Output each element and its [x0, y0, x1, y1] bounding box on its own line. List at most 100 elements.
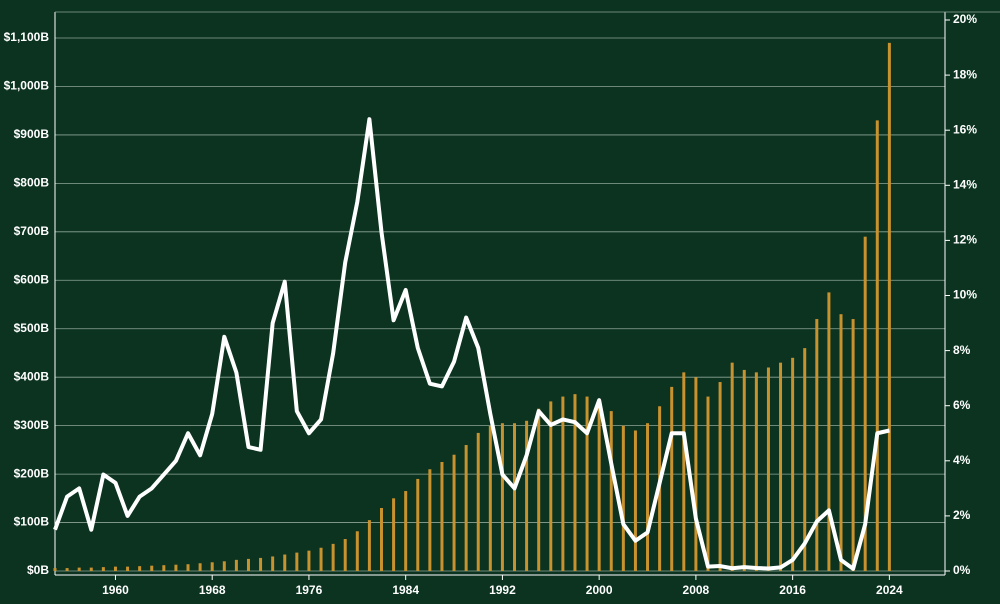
x-tick-label: 1976 [296, 583, 323, 597]
y2-tick-label: 4% [953, 453, 971, 467]
y2-tick-label: 20% [953, 12, 977, 26]
bar [766, 367, 770, 571]
y-tick-label: $400B [14, 369, 50, 383]
x-tick-label: 2016 [779, 583, 806, 597]
y2-tick-label: 14% [953, 177, 977, 191]
bar [815, 319, 819, 571]
bar [633, 430, 637, 571]
bar [162, 565, 166, 571]
bar [198, 563, 202, 571]
x-tick-label: 2000 [586, 583, 613, 597]
bar [367, 520, 371, 571]
bar [585, 396, 589, 571]
bar [706, 396, 710, 571]
bar [174, 564, 178, 571]
y-tick-label: $200B [14, 466, 50, 480]
bar [319, 547, 323, 571]
bar [670, 386, 674, 571]
x-tick-label: 1992 [489, 583, 516, 597]
y-tick-label: $1,000B [4, 79, 50, 93]
bar [126, 566, 130, 571]
bar [827, 292, 831, 571]
bar [101, 567, 105, 571]
bar [537, 408, 541, 571]
bar [283, 554, 287, 571]
bar [150, 565, 154, 571]
bar [464, 445, 468, 571]
bar [77, 567, 81, 571]
line [53, 117, 890, 571]
y2-tick-label: 12% [953, 233, 977, 247]
bar [500, 423, 504, 571]
bar [476, 432, 480, 571]
bar [803, 348, 807, 571]
bar [488, 425, 492, 571]
x-tick-label: 2024 [876, 583, 903, 597]
bar [392, 498, 396, 571]
bar [210, 562, 214, 571]
bar [730, 362, 734, 571]
bar [779, 362, 783, 571]
bar [440, 461, 444, 571]
y2-tick-label: 8% [953, 343, 971, 357]
y-tick-label: $800B [14, 176, 50, 190]
bar [65, 568, 69, 571]
bar [331, 543, 335, 571]
bar [597, 398, 601, 571]
x-tick-label: 1968 [199, 583, 226, 597]
bar [513, 423, 517, 571]
bar [138, 566, 142, 571]
x-tick-label: 2008 [683, 583, 710, 597]
bar [525, 420, 529, 571]
bar [694, 377, 698, 571]
bar [839, 314, 843, 571]
bar [609, 411, 613, 571]
bar [754, 372, 758, 571]
bar [234, 559, 238, 571]
y-tick-label: $0B [27, 563, 49, 577]
y2-tick-label: 2% [953, 508, 971, 522]
bar [416, 478, 420, 571]
bar [271, 556, 275, 571]
x-tick-label: 1984 [392, 583, 419, 597]
bar [404, 491, 408, 571]
bar [718, 382, 722, 571]
y2-tick-label: 10% [953, 288, 977, 302]
y-tick-label: $900B [14, 127, 50, 141]
bar [428, 469, 432, 571]
bar [379, 508, 383, 571]
bar [887, 42, 891, 571]
bar [549, 401, 553, 571]
bar [646, 423, 650, 571]
bar [452, 454, 456, 571]
bar [53, 568, 57, 571]
y-tick-label: $700B [14, 224, 50, 238]
bar [307, 550, 311, 571]
bar [621, 425, 625, 571]
y2-tick-label: 6% [953, 398, 971, 412]
bar [875, 120, 879, 571]
bar [791, 357, 795, 571]
bar [561, 396, 565, 571]
bar [682, 372, 686, 571]
bar [573, 394, 577, 571]
y-tick-label: $100B [14, 515, 50, 529]
bar [259, 557, 263, 571]
bar [742, 369, 746, 571]
y-tick-label: $300B [14, 418, 50, 432]
bar [113, 566, 117, 571]
x-tick-label: 1960 [102, 583, 129, 597]
bar [222, 561, 226, 571]
bar [246, 558, 250, 571]
bar [89, 567, 93, 571]
y-tick-label: $600B [14, 272, 50, 286]
bar [355, 531, 359, 571]
y2-tick-label: 18% [953, 67, 977, 81]
bar [851, 319, 855, 571]
y2-tick-label: 0% [953, 563, 971, 577]
bar [295, 552, 299, 571]
y-tick-label: $500B [14, 321, 50, 335]
